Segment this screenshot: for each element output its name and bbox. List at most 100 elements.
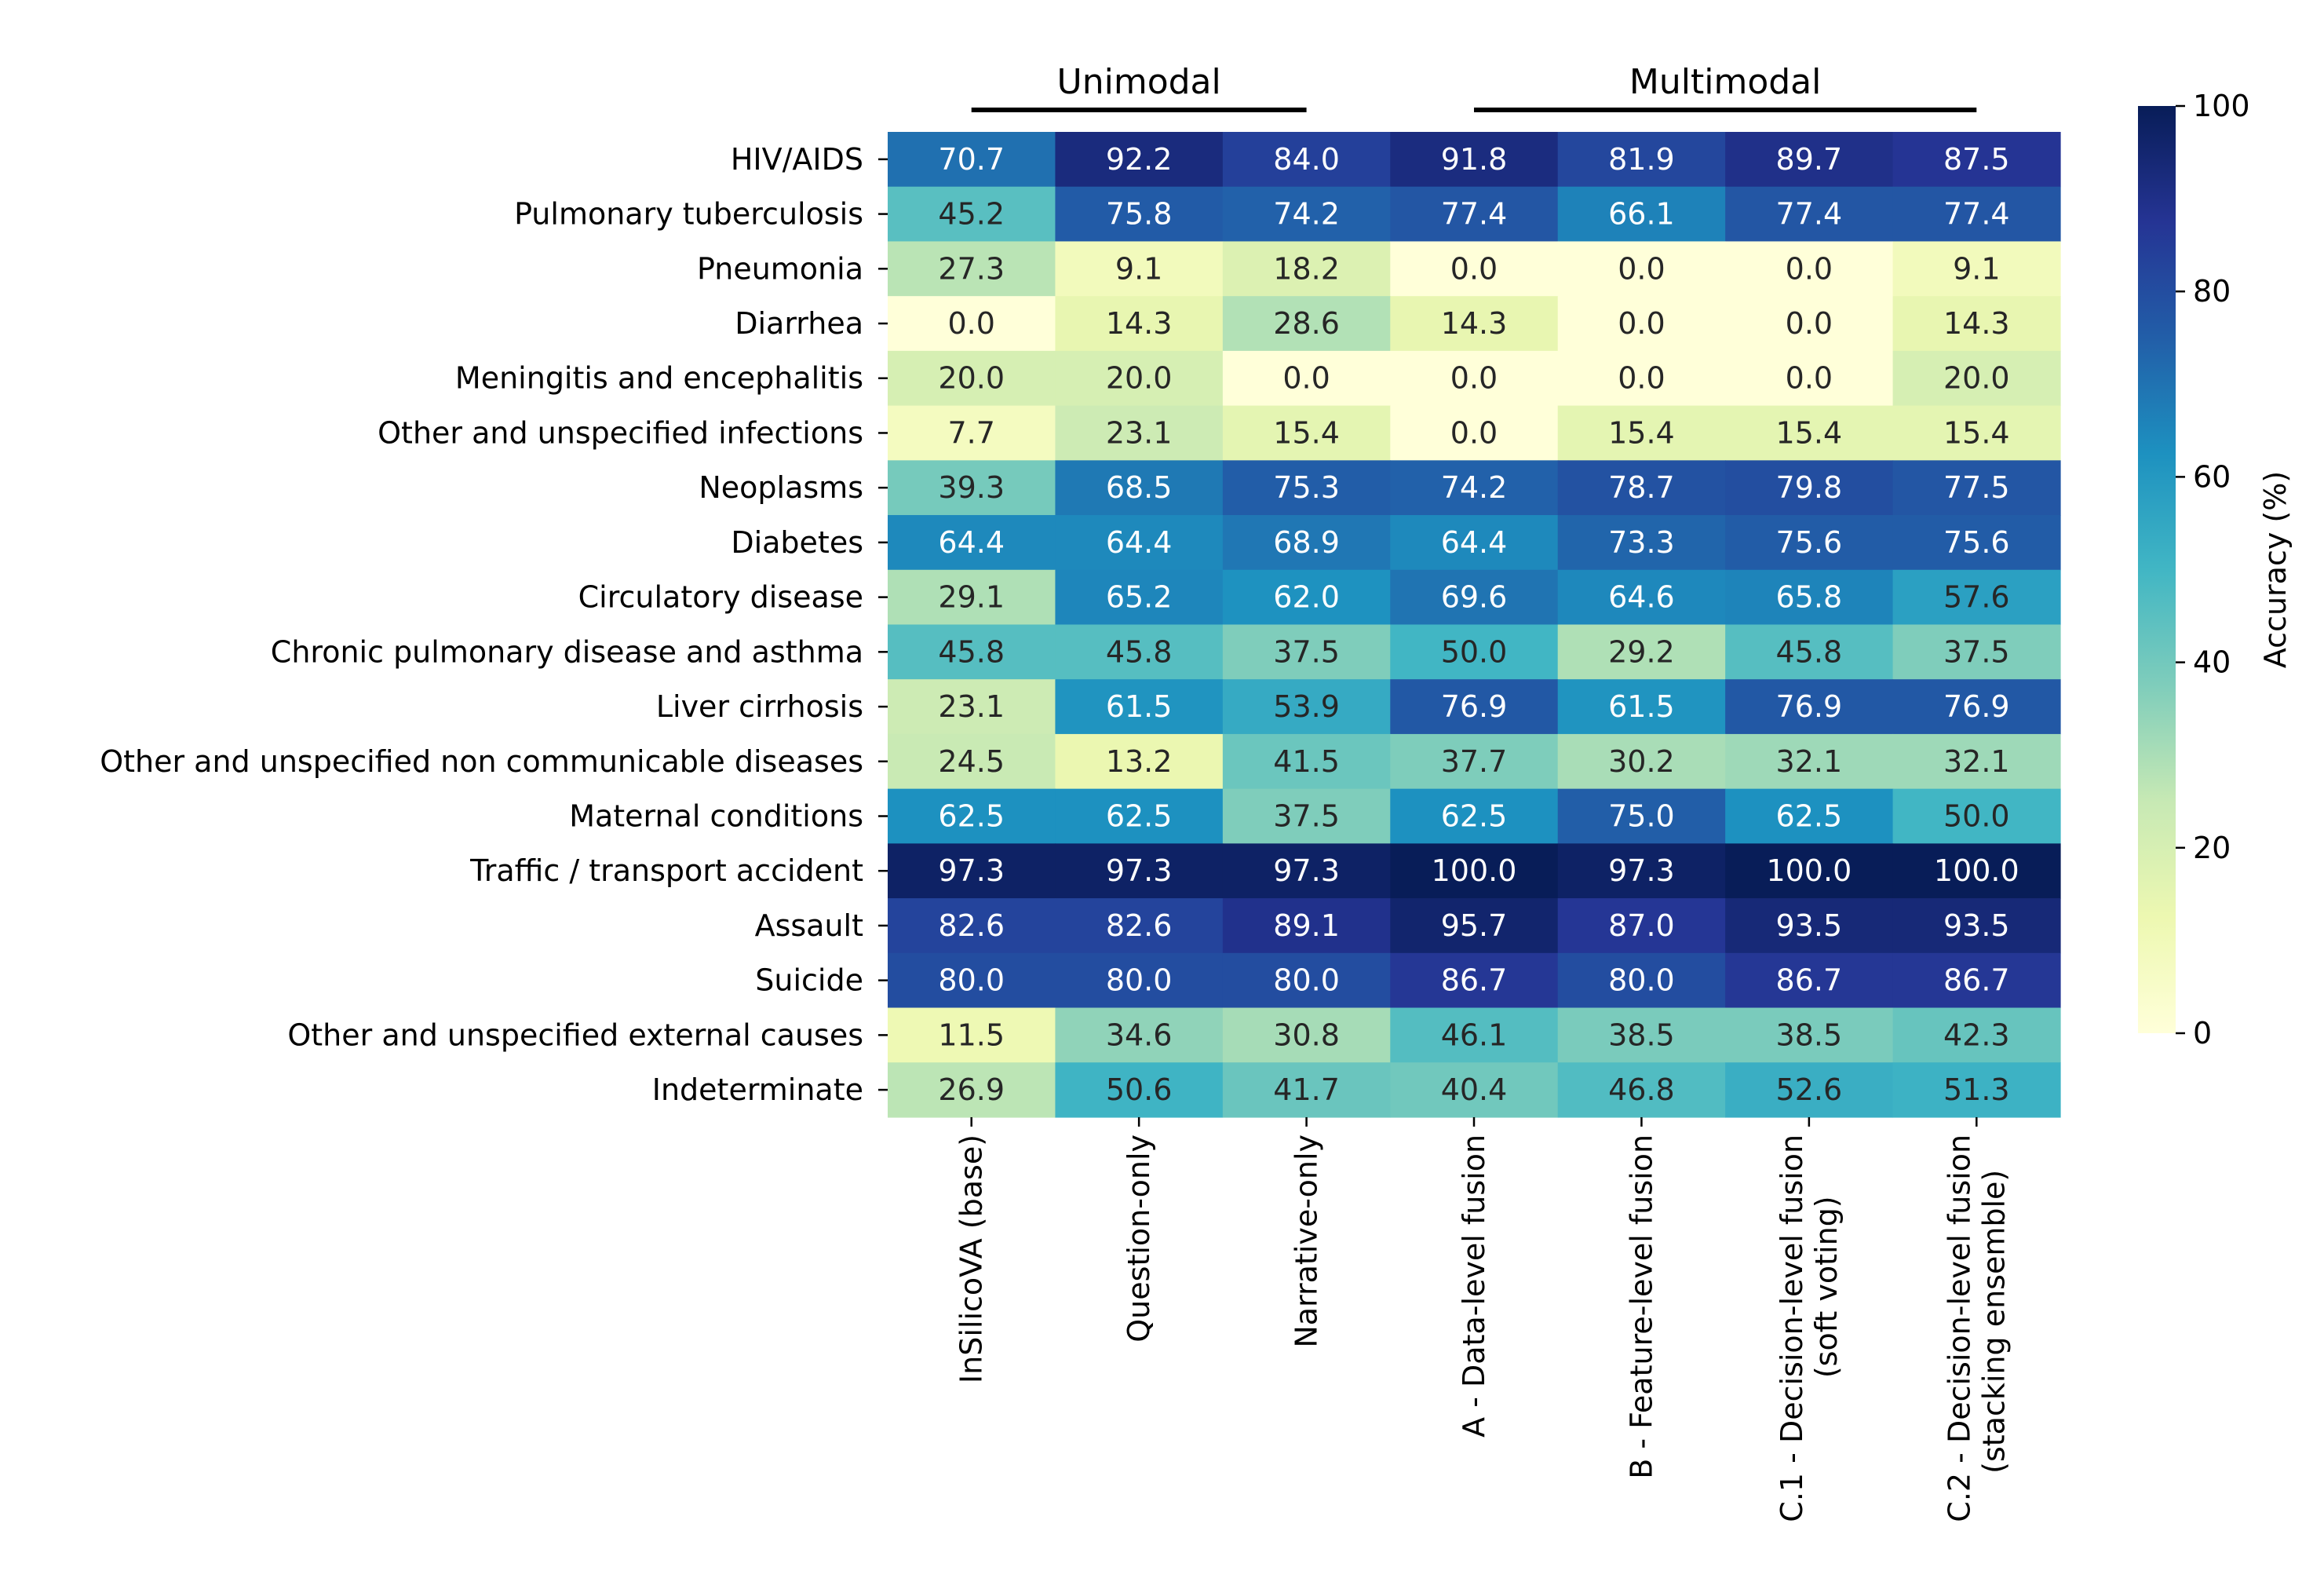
heatmap-cell bbox=[1390, 624, 1559, 680]
heatmap-cell bbox=[1055, 241, 1224, 297]
cell-value-label: 73.3 bbox=[1608, 525, 1675, 560]
cell-value-label: 15.4 bbox=[1776, 415, 1843, 450]
cell-value-label: 69.6 bbox=[1441, 580, 1508, 615]
heatmap-cell bbox=[888, 1062, 1056, 1118]
cell-value-label: 78.7 bbox=[1608, 470, 1675, 505]
heatmap-cell bbox=[1557, 296, 1726, 352]
cell-value-labels: 70.7 92.2 84.0 91.8 81.9 89.7 87.5 45.2 75.8 74.2… bbox=[938, 142, 2019, 1107]
heatmap-cell bbox=[1390, 898, 1559, 954]
heatmap-cell bbox=[1892, 241, 2061, 297]
row-label-other-and-unspecified-non-communicable-diseases: Other and unspecified non communicable d… bbox=[100, 744, 863, 779]
heatmap-cell bbox=[888, 898, 1056, 954]
heatmap-cell bbox=[1557, 350, 1726, 407]
heatmap-cell bbox=[1557, 1062, 1726, 1118]
cell-value-label: 68.5 bbox=[1106, 470, 1173, 505]
heatmap-cell bbox=[888, 296, 1056, 352]
cell-value-label: 46.1 bbox=[1441, 1018, 1508, 1052]
cell-value-label: 77.4 bbox=[1441, 197, 1508, 232]
cell-value-label: 100.0 bbox=[1432, 853, 1517, 888]
heatmap-cell bbox=[1390, 569, 1559, 626]
cell-value-label: 50.0 bbox=[1441, 634, 1508, 669]
heatmap-cell bbox=[1892, 515, 2061, 571]
heatmap-cell bbox=[1390, 1007, 1559, 1063]
cell-value-label: 7.7 bbox=[947, 415, 994, 450]
heatmap-cell bbox=[1557, 1007, 1726, 1063]
heatmap-cell bbox=[1222, 460, 1391, 516]
heatmap-cell bbox=[1222, 788, 1391, 844]
cell-value-label: 86.7 bbox=[1776, 963, 1843, 998]
heatmap-cell bbox=[888, 186, 1056, 243]
heatmap-cell bbox=[1055, 952, 1224, 1009]
cell-value-label: 46.8 bbox=[1608, 1072, 1675, 1107]
cell-value-label: 80.0 bbox=[1273, 963, 1340, 998]
cell-value-label: 18.2 bbox=[1273, 251, 1340, 286]
heatmap-cell bbox=[888, 460, 1056, 516]
cell-value-label: 82.6 bbox=[1106, 908, 1173, 943]
heatmap-cell bbox=[1557, 843, 1726, 899]
heatmap-cell bbox=[1055, 569, 1224, 626]
heatmap-cell bbox=[1557, 460, 1726, 516]
cell-value-label: 37.7 bbox=[1441, 744, 1508, 779]
column-label-line: C.1 - Decision-level fusion bbox=[1775, 1134, 1809, 1522]
column-label-line: (stacking ensemble) bbox=[1976, 1170, 2011, 1474]
column-label-insilicova-base: InSilicoVA (base) bbox=[954, 1134, 989, 1383]
cell-value-label: 65.8 bbox=[1776, 580, 1843, 615]
heatmap-cell bbox=[1557, 132, 1726, 188]
heatmap-cell bbox=[1390, 952, 1559, 1009]
cell-value-label: 13.2 bbox=[1106, 744, 1173, 779]
cell-value-label: 0.0 bbox=[1450, 361, 1498, 396]
column-label-line: (soft voting) bbox=[1809, 1196, 1844, 1378]
cell-value-label: 0.0 bbox=[1786, 306, 1833, 341]
heatmap-cell bbox=[1725, 186, 1894, 243]
cell-value-label: 32.1 bbox=[1776, 744, 1843, 779]
heatmap-cell bbox=[1725, 898, 1894, 954]
cell-value-label: 100.0 bbox=[1934, 853, 2019, 888]
cell-value-label: 29.1 bbox=[938, 580, 1005, 615]
heatmap-cell bbox=[1055, 460, 1224, 516]
heatmap-cell bbox=[1725, 1007, 1894, 1063]
heatmap-cell bbox=[1055, 843, 1224, 899]
cell-value-label: 45.8 bbox=[938, 634, 1005, 669]
heatmap-cell bbox=[1390, 1062, 1559, 1118]
cell-value-label: 0.0 bbox=[1450, 415, 1498, 450]
row-label-hiv-aids: HIV/AIDS bbox=[731, 142, 863, 177]
group-label-multimodal: Multimodal bbox=[1629, 62, 1821, 102]
heatmap-cell bbox=[1892, 679, 2061, 735]
heatmap-cell bbox=[1725, 733, 1894, 790]
heatmap-cell bbox=[1725, 350, 1894, 407]
cell-value-label: 91.8 bbox=[1441, 142, 1508, 177]
heatmap-cell bbox=[1725, 405, 1894, 461]
cell-value-label: 64.4 bbox=[938, 525, 1005, 560]
row-label-chronic-pulmonary-disease-and-asthma: Chronic pulmonary disease and asthma bbox=[271, 634, 863, 669]
heatmap-cell bbox=[888, 350, 1056, 407]
heatmap-cell bbox=[1055, 898, 1224, 954]
colorbar: 0 20 40 60 80 100 Accuracy (%) bbox=[2138, 89, 2293, 1050]
heatmap-cell bbox=[1725, 515, 1894, 571]
heatmap-cell bbox=[888, 733, 1056, 790]
heatmap-cell bbox=[888, 952, 1056, 1009]
heatmap-cell bbox=[1892, 1007, 2061, 1063]
cell-value-label: 42.3 bbox=[1943, 1018, 2010, 1052]
cell-value-label: 15.4 bbox=[1608, 415, 1675, 450]
row-label-pneumonia: Pneumonia bbox=[697, 251, 863, 286]
heatmap-cell bbox=[1557, 898, 1726, 954]
cell-value-label: 84.0 bbox=[1273, 142, 1340, 177]
heatmap-cell bbox=[1725, 788, 1894, 844]
heatmap-cell bbox=[1222, 515, 1391, 571]
cell-value-label: 30.8 bbox=[1273, 1018, 1340, 1052]
cell-value-label: 11.5 bbox=[938, 1018, 1005, 1052]
heatmap-cell bbox=[1055, 733, 1224, 790]
heatmap-cell bbox=[1055, 186, 1224, 243]
heatmap-cell bbox=[1222, 952, 1391, 1009]
cell-value-label: 61.5 bbox=[1608, 689, 1675, 724]
heatmap-cell bbox=[1222, 898, 1391, 954]
heatmap-cell bbox=[1725, 1062, 1894, 1118]
row-label-traffic-transport-accident: Traffic / transport accident bbox=[469, 853, 863, 888]
heatmap-cell bbox=[1055, 296, 1224, 352]
cell-value-label: 86.7 bbox=[1943, 963, 2010, 998]
heatmap-cell bbox=[1892, 1062, 2061, 1118]
cell-value-label: 77.4 bbox=[1943, 197, 2010, 232]
heatmap-cell bbox=[1892, 788, 2061, 844]
heatmap-cell bbox=[888, 679, 1056, 735]
